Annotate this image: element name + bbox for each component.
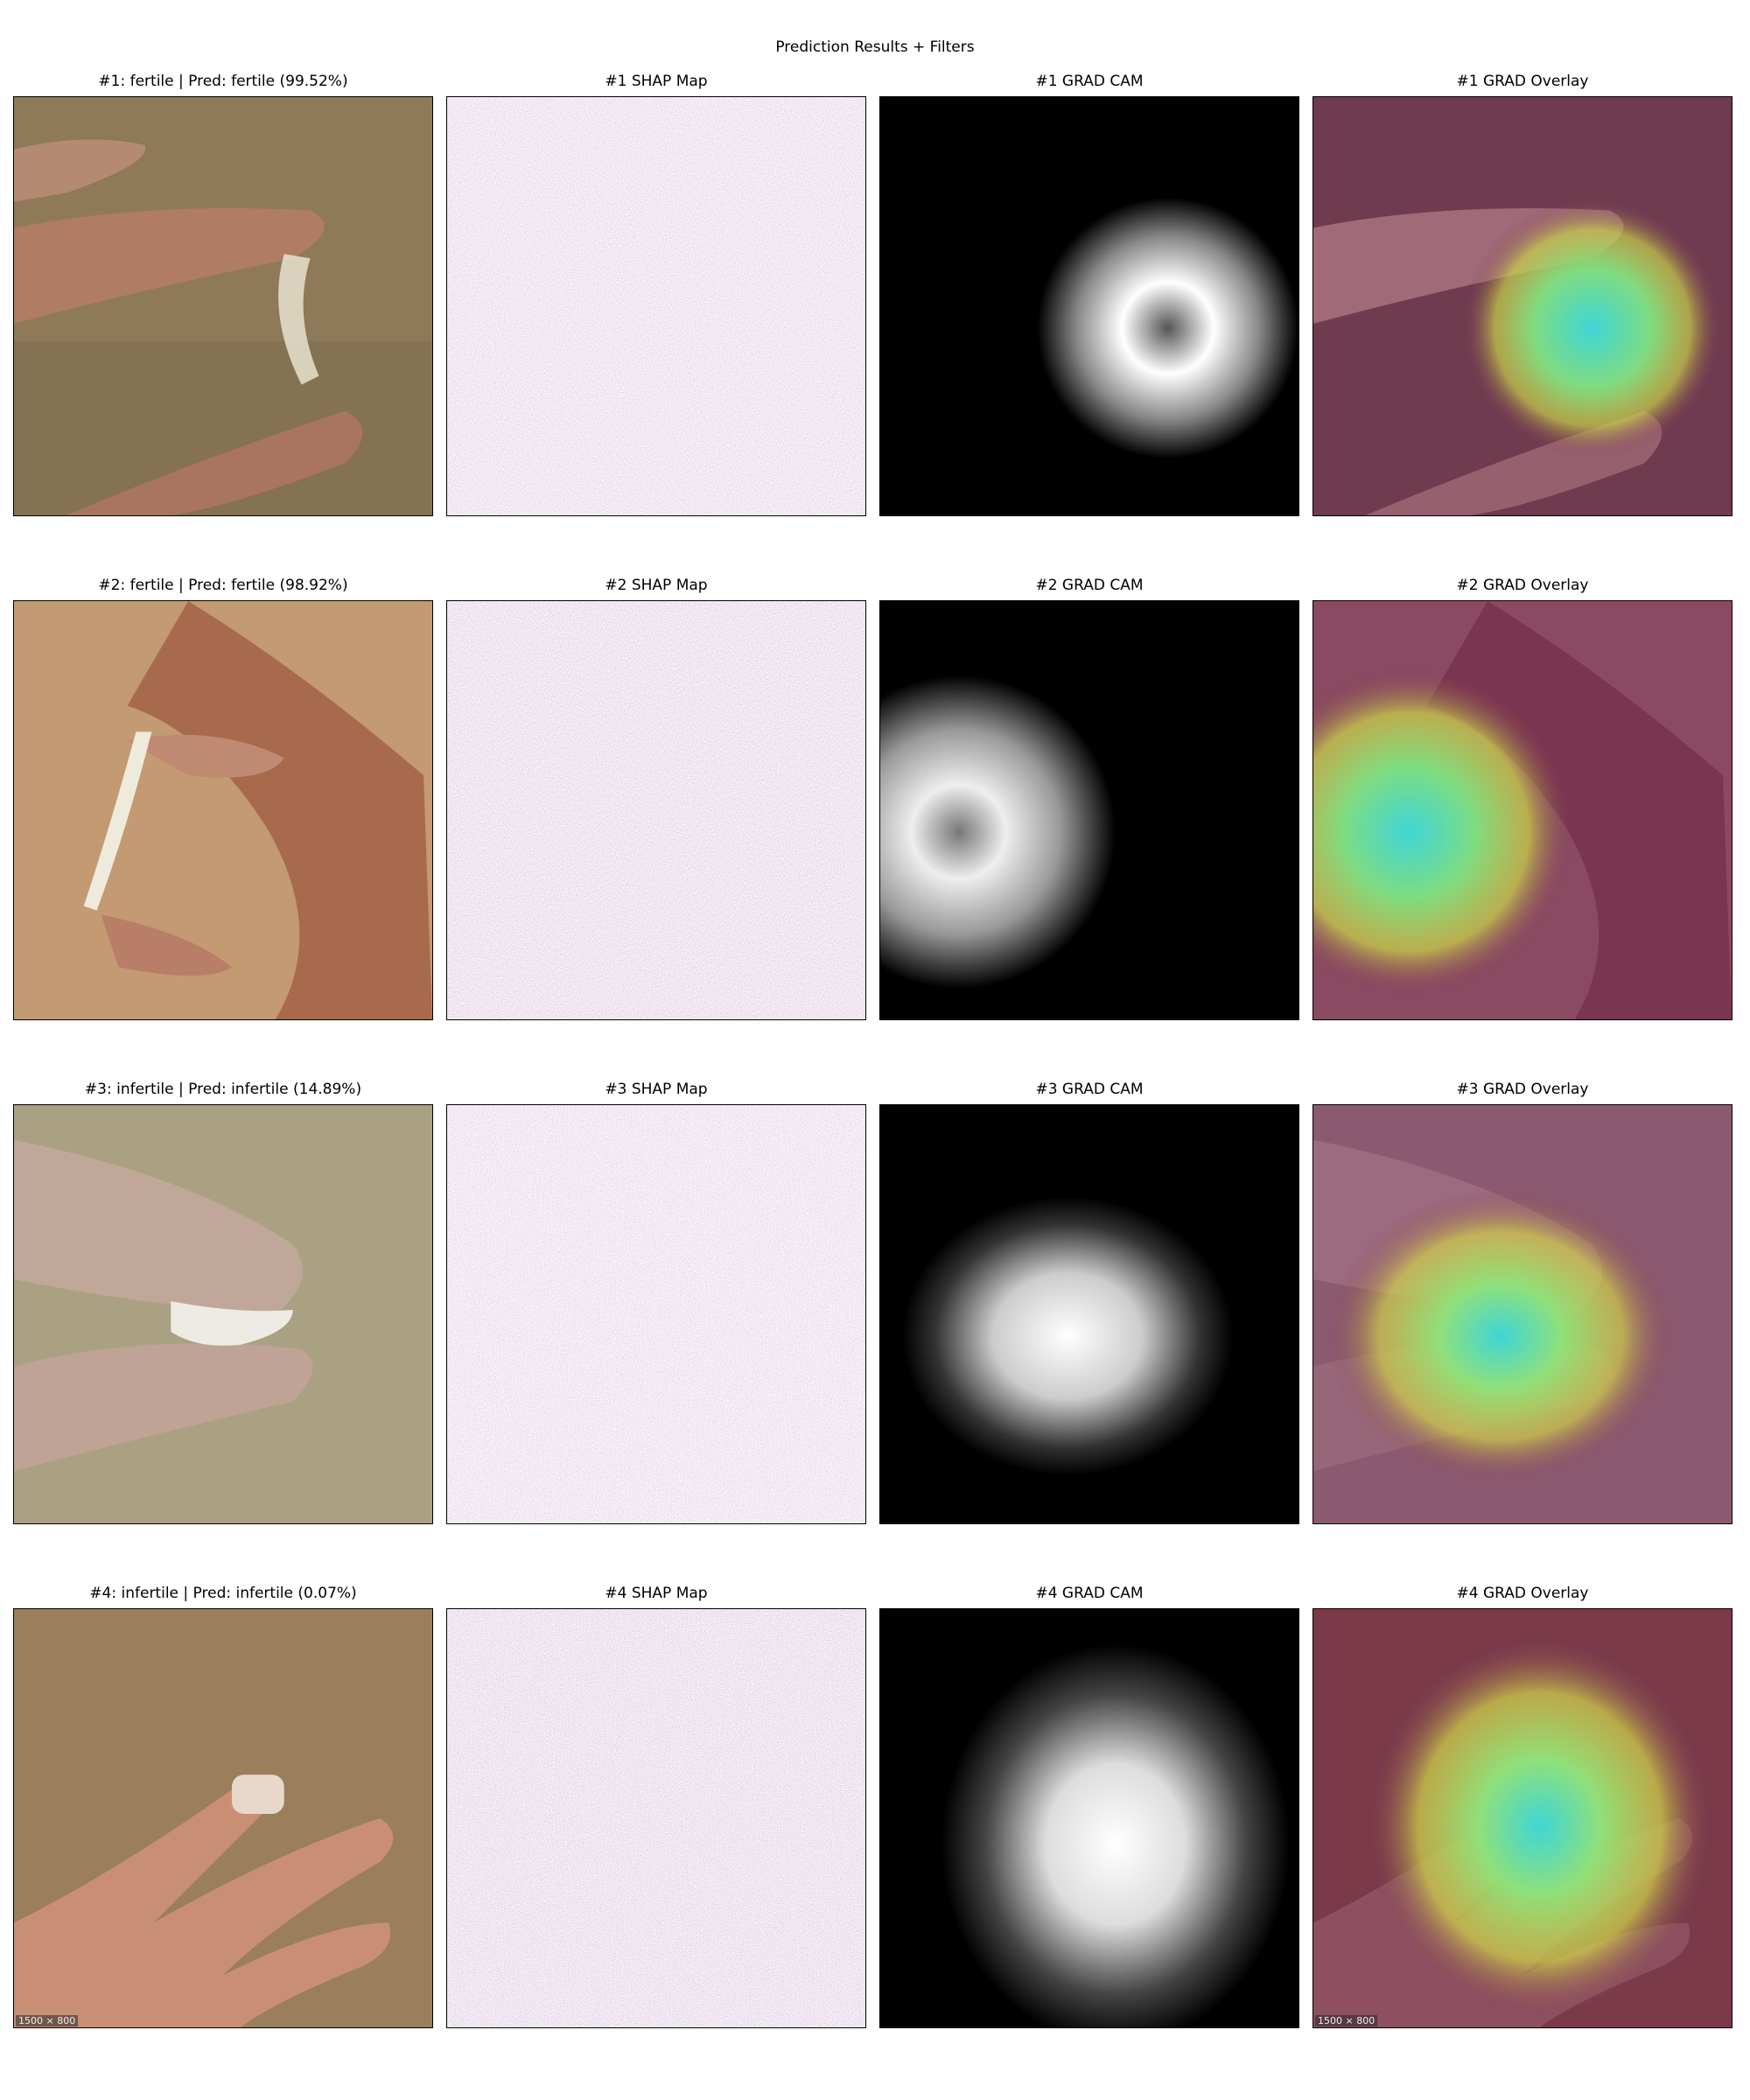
grad-cam-4 [879, 1608, 1299, 2028]
original-image-1 [13, 96, 433, 516]
grad-overlay-title-4: #4 GRAD Overlay [1456, 1585, 1589, 1602]
grad-cam-3 [879, 1104, 1299, 1524]
shap-map-title-3: #3 SHAP Map [605, 1081, 708, 1098]
shap-map-1 [446, 96, 866, 516]
original-image-2 [13, 600, 433, 1020]
shap-map-3 [446, 1104, 866, 1524]
original-image-title-3: #3: infertile | Pred: infertile (14.89%) [84, 1081, 362, 1098]
grad-cam-title-2: #2 GRAD CAM [1035, 577, 1144, 594]
shap-map-title-4: #4 SHAP Map [605, 1585, 708, 1602]
grad-cam-1 [879, 96, 1299, 516]
grad-overlay-title-2: #2 GRAD Overlay [1456, 577, 1589, 594]
grad-overlay-3 [1312, 1104, 1732, 1524]
grad-overlay-title-3: #3 GRAD Overlay [1456, 1081, 1589, 1098]
grad-cam-title-4: #4 GRAD CAM [1035, 1585, 1144, 1602]
original-image-4: 1500 × 800 [13, 1608, 433, 2028]
grad-overlay-1 [1312, 96, 1732, 516]
original-image-title-2: #2: fertile | Pred: fertile (98.92%) [98, 577, 348, 594]
grad-overlay-title-1: #1 GRAD Overlay [1456, 73, 1589, 90]
shap-map-title-1: #1 SHAP Map [605, 73, 708, 90]
shap-map-4 [446, 1608, 866, 2028]
original-image-title-1: #1: fertile | Pred: fertile (99.52%) [98, 73, 348, 90]
grad-cam-title-1: #1 GRAD CAM [1035, 73, 1144, 90]
original-image-title-4: #4: infertile | Pred: infertile (0.07%) [89, 1585, 357, 1602]
grad-cam-title-3: #3 GRAD CAM [1035, 1081, 1144, 1098]
figure-title: Prediction Results + Filters [775, 38, 975, 56]
image-size-watermark: 1500 × 800 [16, 2015, 79, 2026]
grad-overlay-4: 1500 × 800 [1312, 1608, 1732, 2028]
original-image-3 [13, 1104, 433, 1524]
image-size-watermark-overlay: 1500 × 800 [1315, 2015, 1378, 2026]
grad-overlay-2 [1312, 600, 1732, 1020]
shap-map-title-2: #2 SHAP Map [605, 577, 708, 594]
grad-cam-2 [879, 600, 1299, 1020]
shap-map-2 [446, 600, 866, 1020]
